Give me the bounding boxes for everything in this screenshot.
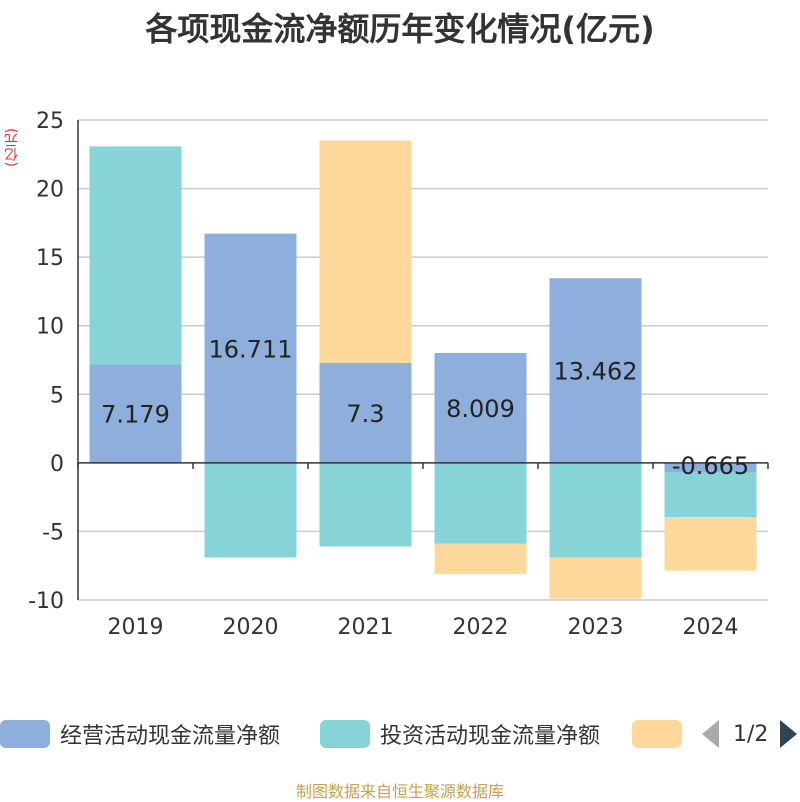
legend-pager: 1/2 [702, 716, 798, 752]
y-tick-label: -10 [28, 589, 64, 614]
x-tick-label: 2023 [568, 615, 624, 640]
bar-2023-series-3 [549, 557, 642, 599]
y-tick-label: 15 [36, 246, 64, 271]
bar-2019-series-2 [89, 146, 182, 365]
legend-item-investing[interactable]: 投资活动现金流量净额 [320, 716, 600, 752]
bar-2020-series-1 [204, 233, 297, 463]
bar-2023-series-2 [549, 462, 642, 558]
y-tick-label: 5 [50, 383, 64, 408]
bar-2022-series-2 [434, 462, 527, 544]
x-tick-label: 2024 [683, 615, 739, 640]
chart-title: 各项现金流净额历年变化情况(亿元) [145, 10, 655, 48]
legend-label-operating: 经营活动现金流量净额 [60, 724, 281, 749]
bar-2024-series-2 [664, 471, 757, 518]
bar-2024-series-3 [664, 517, 757, 571]
bar-2021-series-1 [319, 362, 412, 463]
bar-2023-series-1 [549, 278, 642, 463]
legend-prev-page-icon[interactable] [702, 720, 719, 748]
bar-series [89, 140, 757, 599]
legend-swatch-investing [320, 720, 370, 748]
legend-page-indicator: 1/2 [733, 721, 769, 747]
data-label-2019: 7.179 [101, 401, 170, 429]
bar-2024-series-1 [664, 462, 757, 472]
x-tick-label: 2019 [108, 615, 164, 640]
y-tick-label: 10 [36, 315, 64, 340]
data-labels: 7.179 16.711 7.3 8.009 13.462 -0.665 [101, 335, 749, 480]
legend-item-operating[interactable]: 经营活动现金流量净额 [0, 716, 280, 752]
data-label-2024: -0.665 [672, 452, 749, 480]
data-label-2023: 13.462 [554, 358, 638, 386]
legend-label-investing: 投资活动现金流量净额 [380, 724, 601, 749]
bar-2022-series-3 [434, 543, 527, 574]
bar-2021-series-3 [319, 140, 412, 363]
legend-swatch-third [632, 720, 682, 748]
x-tick-label: 2021 [338, 615, 394, 640]
axes: -10 -5 0 5 10 15 20 25 2019 2020 2021 2022 2023 2024 [28, 109, 769, 640]
y-tick-label: 25 [36, 109, 64, 134]
x-tick-label: 2020 [223, 615, 279, 640]
y-tick-label: 0 [50, 452, 64, 477]
data-label-2021: 7.3 [346, 400, 384, 428]
legend: 经营活动现金流量净额 投资活动现金流量净额 1/2 [0, 716, 800, 752]
data-label-2020: 16.711 [209, 335, 293, 363]
data-label-2022: 8.009 [446, 395, 515, 423]
y-tick-label: -5 [42, 520, 64, 545]
bar-2020-series-2 [204, 462, 297, 558]
legend-swatch-operating [0, 720, 50, 748]
y-tick-label: 20 [36, 178, 64, 203]
legend-next-page-icon[interactable] [780, 720, 798, 748]
x-tick-label: 2022 [453, 615, 509, 640]
bar-2021-series-2 [319, 462, 412, 547]
grid-lines [78, 119, 768, 601]
legend-item-third[interactable] [632, 716, 692, 752]
bar-2022-series-1 [434, 353, 527, 463]
bar-2019-series-1 [89, 364, 182, 463]
data-source: 制图数据来自恒生聚源数据库 [295, 782, 504, 801]
